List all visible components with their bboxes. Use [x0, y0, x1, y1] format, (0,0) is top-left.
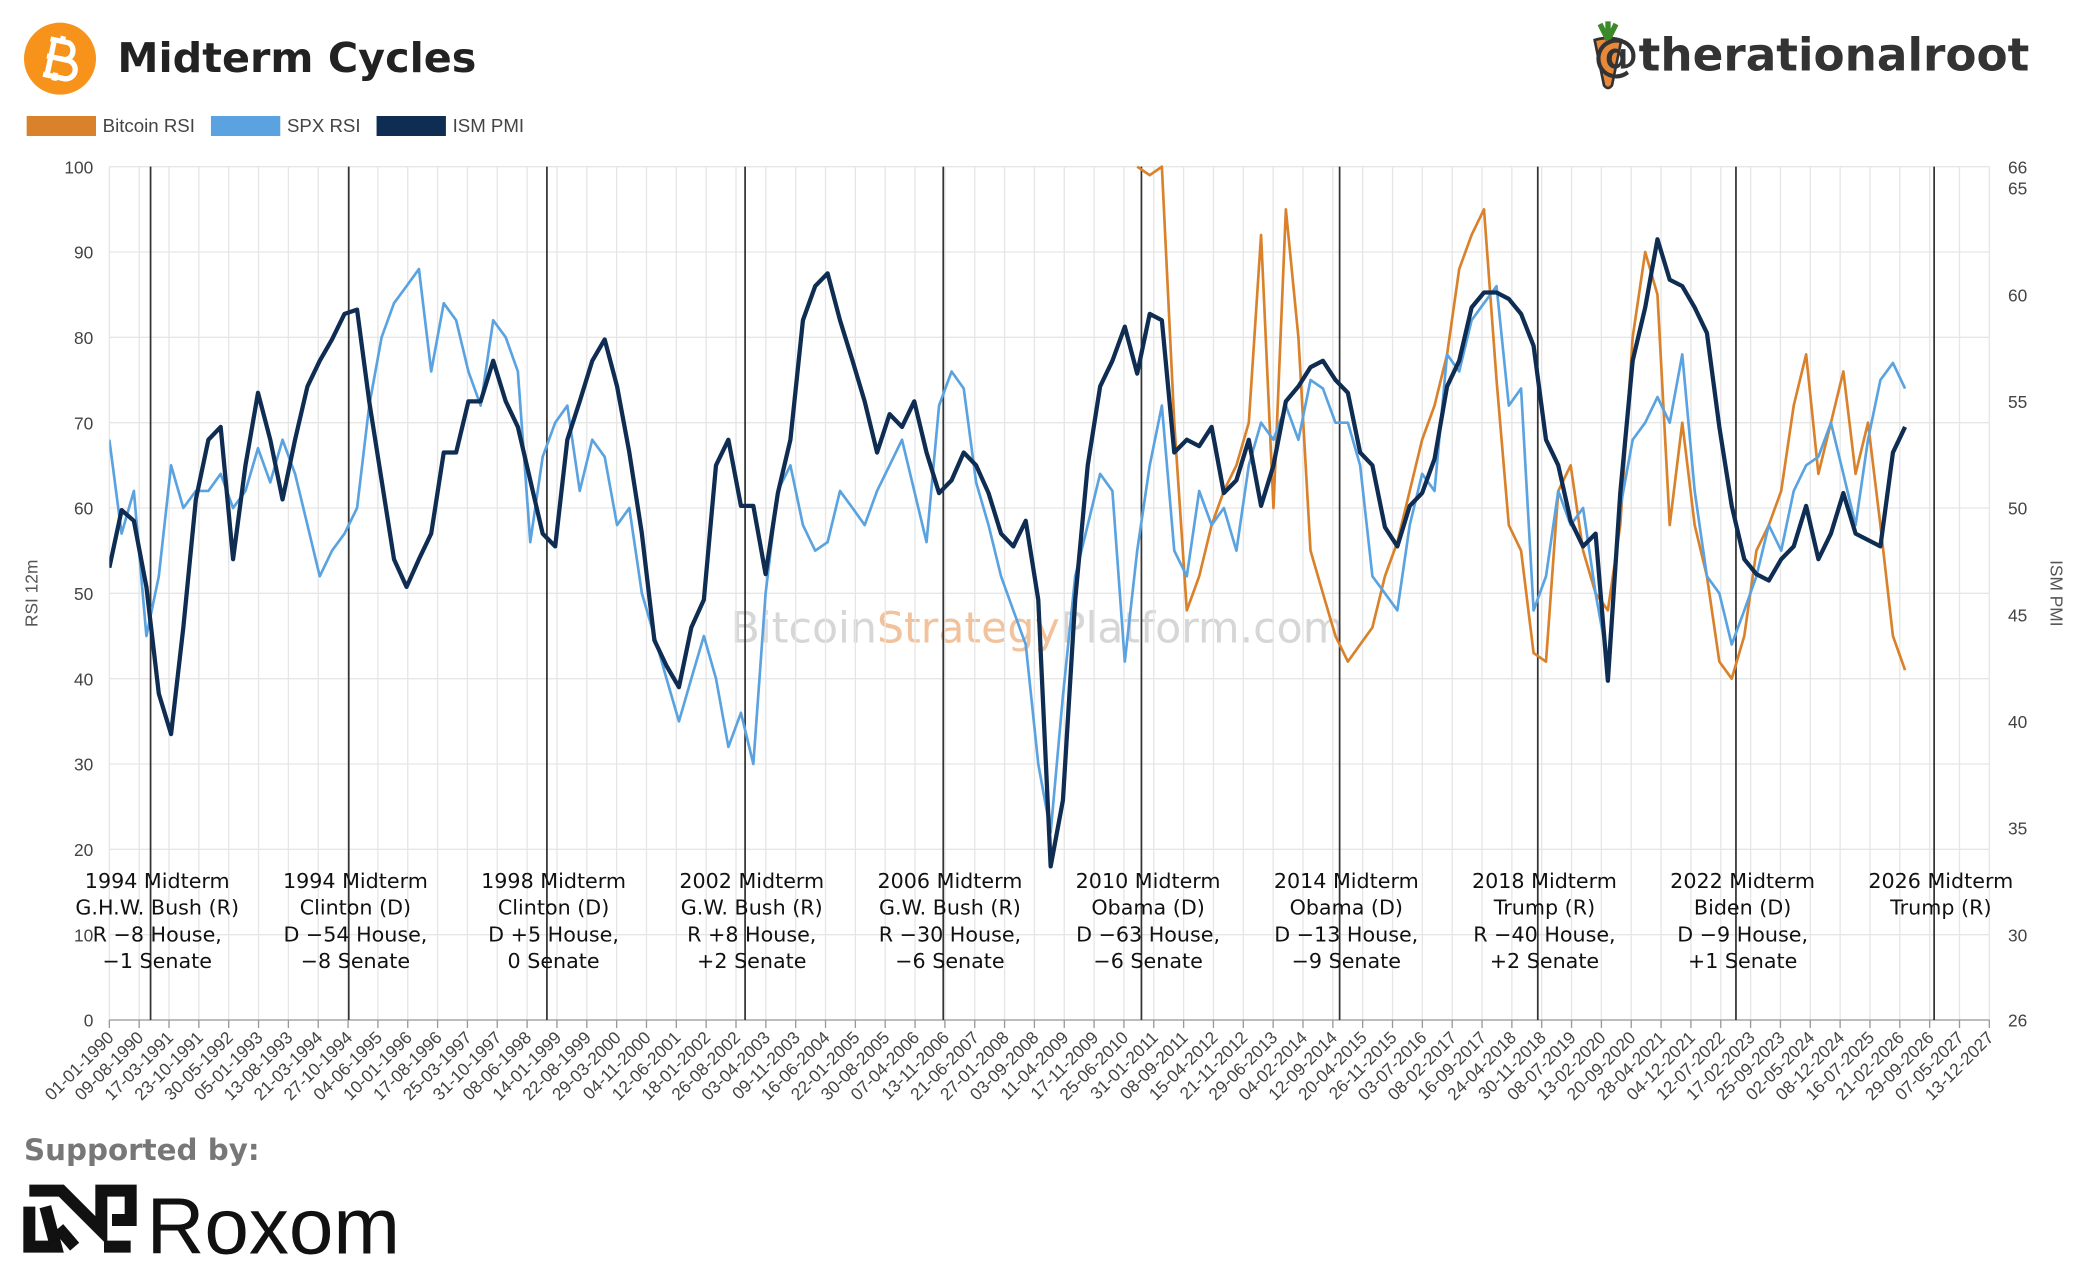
annotation: −6 Senate: [1093, 949, 1202, 973]
annotation: Biden (D): [1694, 896, 1791, 920]
annotation: 2006 Midterm: [877, 869, 1022, 893]
sponsor: Roxom: [147, 1181, 400, 1270]
annotation: D −54 House,: [283, 922, 427, 946]
annotation: D −63 House,: [1076, 922, 1220, 946]
carrot-icon: [1593, 21, 1623, 90]
series-line: [1136, 165, 1907, 680]
grid: [108, 166, 1990, 1021]
annotation: +2 Senate: [697, 949, 806, 973]
annotation: D −13 House,: [1274, 922, 1418, 946]
annotation: −1 Senate: [103, 949, 212, 973]
chart-title: Midterm Cycles: [117, 34, 476, 82]
annotation: R −40 House,: [1473, 922, 1615, 946]
y-tick-label: 90: [74, 243, 93, 263]
annotation: 1998 Midterm: [481, 869, 626, 893]
y2-tick-label: 60: [2008, 285, 2027, 305]
y2-tick-label: 30: [2008, 925, 2027, 945]
y2-tick-label: 40: [2008, 712, 2027, 732]
y-tick-label: 100: [64, 157, 93, 177]
legend-label: Bitcoin RSI: [103, 115, 195, 136]
y-tick-label: 60: [74, 499, 93, 519]
y-tick-label: 40: [74, 669, 93, 689]
watermark-part: Strategy: [877, 604, 1060, 654]
y2-tick-label: 26: [2008, 1011, 2027, 1031]
annotation: G.W. Bush (R): [879, 896, 1021, 920]
y2-tick-label: 45: [2008, 605, 2027, 625]
annotation: 2026 Midterm: [1868, 869, 2013, 893]
y2-tick-label: 35: [2008, 819, 2027, 839]
legend-swatch: [26, 116, 97, 136]
annotation: R +8 House,: [687, 922, 816, 946]
y-axis-label: RSI 12m: [21, 560, 41, 627]
y2-tick-label: 50: [2008, 499, 2027, 519]
legend-swatch: [376, 116, 446, 136]
bitcoin-logo: [24, 22, 96, 95]
watermark: BitcoinStrategyPlatform.com: [731, 604, 1345, 654]
annotation: R −30 House,: [879, 922, 1021, 946]
annotation: 0 Senate: [508, 949, 600, 973]
legend-label: ISM PMI: [453, 115, 525, 136]
annotation: +2 Senate: [1490, 949, 1599, 973]
annotation: 2018 Midterm: [1472, 869, 1617, 893]
y-tick-label: 10: [74, 925, 93, 945]
annotation: G.H.W. Bush (R): [75, 896, 239, 920]
annotation: Obama (D): [1290, 896, 1403, 920]
annotation: 2002 Midterm: [679, 869, 824, 893]
y2-tick-label: 65: [2008, 179, 2027, 199]
annotation: −8 Senate: [301, 949, 410, 973]
annotation: 2010 Midterm: [1076, 869, 1221, 893]
annotation: 2022 Midterm: [1670, 869, 1815, 893]
annotation: Clinton (D): [300, 896, 411, 920]
annotation: 1994 Midterm: [85, 869, 230, 893]
annotation: Trump (R): [1889, 896, 1991, 920]
annotation: R −8 House,: [93, 922, 222, 946]
watermark-part: Platform.com: [1060, 604, 1345, 654]
legend-label: SPX RSI: [287, 115, 361, 136]
y2-tick-label: 66: [2008, 157, 2027, 177]
annotation: 1994 Midterm: [283, 869, 428, 893]
annotation: Trump (R): [1493, 896, 1595, 920]
watermark-part: Bitcoin: [731, 604, 877, 654]
annotation: Clinton (D): [498, 896, 609, 920]
series-line: [109, 237, 1907, 869]
handle: @therationalroot: [1593, 29, 2029, 82]
annotation: D −9 House,: [1677, 922, 1808, 946]
annotation: D +5 House,: [488, 922, 619, 946]
y-tick-label: 80: [74, 328, 93, 348]
annotation: +1 Senate: [1688, 949, 1797, 973]
supported-by: Supported by:: [24, 1133, 260, 1167]
annotation: G.W. Bush (R): [681, 896, 823, 920]
y2-tick-label: 55: [2008, 392, 2027, 412]
annotation: Obama (D): [1091, 896, 1204, 920]
y2-axis-label: ISM PMI: [2047, 560, 2067, 626]
annotation: −9 Senate: [1292, 949, 1401, 973]
annotation: 2014 Midterm: [1274, 869, 1419, 893]
legend-swatch: [210, 116, 281, 136]
y-tick-label: 20: [74, 840, 93, 860]
y-tick-label: 50: [74, 584, 93, 604]
roxom-logo: [23, 1184, 137, 1253]
y-tick-label: 0: [84, 1011, 94, 1031]
y-tick-label: 70: [74, 413, 93, 433]
y-tick-label: 30: [74, 755, 93, 775]
annotation: −6 Senate: [895, 949, 1004, 973]
